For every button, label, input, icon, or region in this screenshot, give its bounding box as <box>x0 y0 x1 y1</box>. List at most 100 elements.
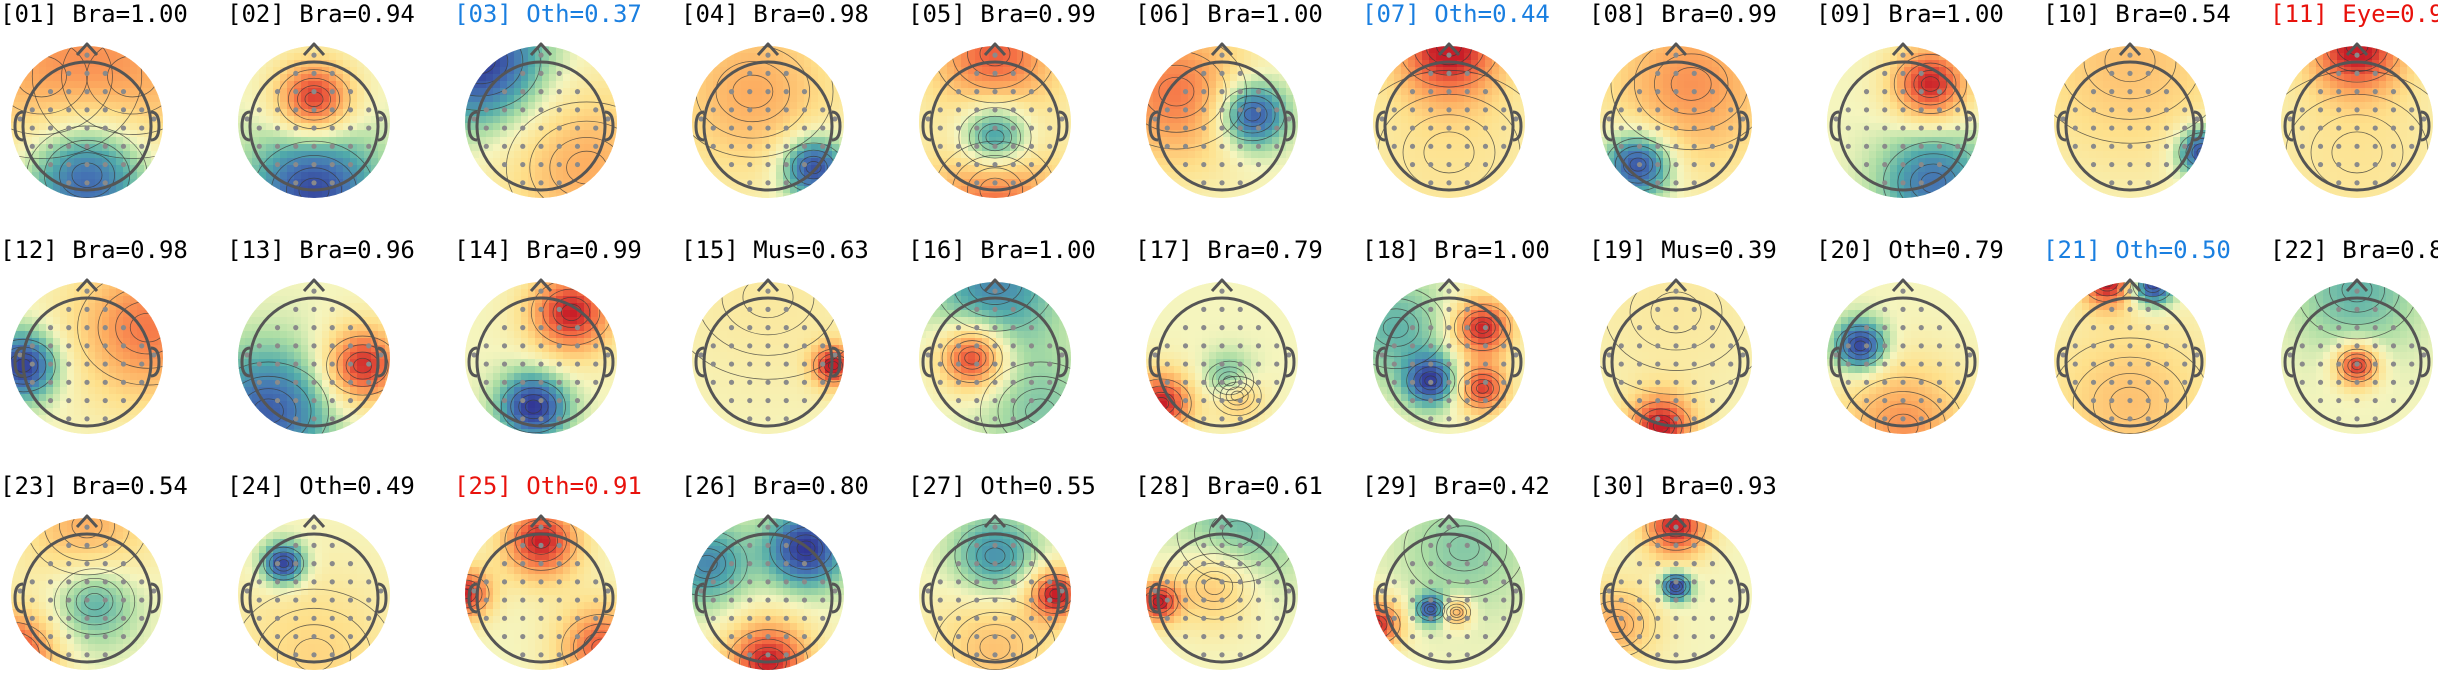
electrode-dot <box>139 343 144 348</box>
electrode-dot <box>1882 343 1887 348</box>
electrode-dot <box>1501 597 1506 602</box>
electrode-dot <box>1274 616 1279 621</box>
topomap-panel: [24] Oth=0.49 <box>227 472 442 687</box>
electrode-dot <box>1392 597 1397 602</box>
topomap-panel: [22] Bra=0.87 <box>2270 236 2438 451</box>
electrode-dot <box>1256 107 1261 112</box>
electrode-dot <box>348 579 353 584</box>
electrode-dot <box>992 543 997 548</box>
electrode-dot <box>66 652 71 657</box>
electrode-dot <box>538 543 543 548</box>
electrode-dot <box>1238 343 1243 348</box>
electrode-dot <box>1655 652 1660 657</box>
electrode-dot <box>1955 380 1960 385</box>
electrode-dot <box>557 89 562 94</box>
electrode-dot <box>84 343 89 348</box>
electrode-dot <box>103 361 108 366</box>
electrode-dot <box>2182 144 2187 149</box>
electrode-dot <box>103 125 108 130</box>
electrode-dot <box>992 107 997 112</box>
electrode-dot <box>575 89 580 94</box>
electrode-dot <box>2127 416 2132 421</box>
electrode-dot <box>1882 398 1887 403</box>
electrode-dot <box>257 343 262 348</box>
electrode-dot <box>1710 634 1715 639</box>
electrode-dot <box>784 71 789 76</box>
electrode-dot <box>2091 361 2096 366</box>
electrode-dot <box>1201 107 1206 112</box>
electrode-dot <box>1728 579 1733 584</box>
electrode-dot <box>275 398 280 403</box>
electrode-dot <box>820 144 825 149</box>
electrode-dot <box>992 361 997 366</box>
topomap-scalp <box>2270 270 2438 445</box>
electrode-dot <box>992 53 997 58</box>
electrode-dot <box>1011 144 1016 149</box>
electrode-dot <box>1256 343 1261 348</box>
electrode-dot <box>1673 616 1678 621</box>
electrode-dot <box>121 107 126 112</box>
electrode-dot <box>1483 144 1488 149</box>
electrode-dot <box>1728 144 1733 149</box>
electrode-dot <box>1710 616 1715 621</box>
component-class: Bra <box>299 0 342 28</box>
electrode-dot <box>938 125 943 130</box>
electrode-dot <box>820 616 825 621</box>
electrode-dot <box>711 125 716 130</box>
topomap-grid: [01] Bra=1.00[02] Bra=0.94[03] Oth=0.37[… <box>0 0 2438 667</box>
electrode-dot <box>1446 561 1451 566</box>
electrode-dot <box>1165 343 1170 348</box>
topomap-panel: [04] Bra=0.98 <box>681 0 896 215</box>
electrode-dot <box>784 380 789 385</box>
electrode-dot <box>557 616 562 621</box>
component-class: Mus <box>1661 236 1704 264</box>
electrode-dot <box>1728 597 1733 602</box>
electrode-dot <box>1219 325 1224 330</box>
electrode-dot <box>84 144 89 149</box>
electrode-dot <box>103 180 108 185</box>
topomap-scalp <box>1135 270 1310 445</box>
electrode-dot <box>139 616 144 621</box>
electrode-dot <box>992 561 997 566</box>
electrode-dot <box>1882 180 1887 185</box>
component-class: Bra <box>1207 0 1250 28</box>
electrode-dot <box>2373 343 2378 348</box>
electrode-dot <box>974 144 979 149</box>
electrode-dot <box>348 361 353 366</box>
electrode-dot <box>1710 343 1715 348</box>
component-score: 0.98 <box>811 0 869 28</box>
electrode-dot <box>1673 125 1678 130</box>
electrode-dot <box>1238 361 1243 366</box>
electrode-dot <box>1655 71 1660 76</box>
topomap-panel: [14] Bra=0.99 <box>454 236 669 451</box>
electrode-dot <box>1446 180 1451 185</box>
electrode-dot <box>1710 125 1715 130</box>
electrode-dot <box>557 579 562 584</box>
electrode-dot <box>1465 325 1470 330</box>
electrode-dot <box>84 634 89 639</box>
electrode-dot <box>121 125 126 130</box>
electrode-dot <box>1619 343 1624 348</box>
electrode-dot <box>1238 307 1243 312</box>
component-class: Bra <box>2115 0 2158 28</box>
electrode-dot <box>1882 89 1887 94</box>
topomap-scalp <box>0 506 175 681</box>
electrode-dot <box>956 89 961 94</box>
electrode-dot <box>330 180 335 185</box>
electrode-dot <box>1165 380 1170 385</box>
electrode-dot <box>765 634 770 639</box>
electrode-dot <box>311 289 316 294</box>
electrode-dot <box>257 125 262 130</box>
electrode-dot <box>1937 162 1942 167</box>
electrode-dot <box>1692 361 1697 366</box>
electrode-dot <box>538 162 543 167</box>
electrode-dot <box>974 597 979 602</box>
electrode-dot <box>938 597 943 602</box>
electrode-dot <box>1919 416 1924 421</box>
electrode-dot <box>2354 325 2359 330</box>
electrode-dot <box>1446 325 1451 330</box>
electrode-dot <box>366 579 371 584</box>
electrode-dot <box>784 107 789 112</box>
electrode-dot <box>366 616 371 621</box>
electrode-dot <box>575 398 580 403</box>
